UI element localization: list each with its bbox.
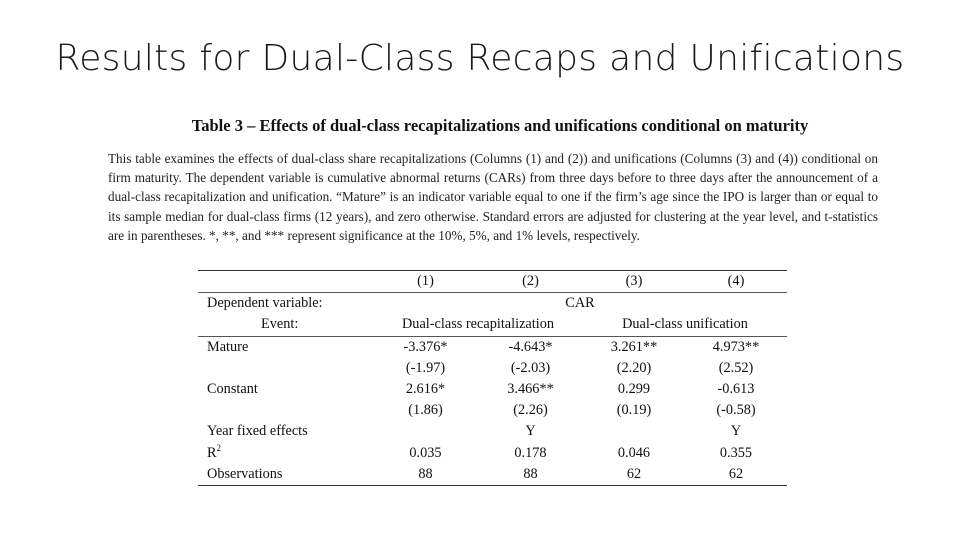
coefficient-cell: -3.376* — [373, 335, 478, 358]
table-caption: Table 3 – Effects of dual-class recapita… — [191, 116, 809, 135]
column-header: (2) — [478, 269, 583, 293]
table-description-text: This table examines the effects of dual-… — [108, 151, 878, 243]
stat-cell: 62 — [583, 463, 685, 487]
coefficient-cell: 0.299 — [617, 381, 651, 398]
column-header: (1) — [373, 269, 478, 293]
row-label: Observations — [198, 463, 373, 487]
coefficient-cell: 3.466** — [507, 381, 554, 398]
fe-cell — [583, 421, 685, 442]
coefficient-cell: 3.261** — [583, 335, 685, 358]
table-row-mature: Mature -3.376* -4.643* 3.261** 4.973** — [198, 335, 787, 358]
stat-cell: 0.178 — [514, 444, 547, 461]
row-label: Mature — [198, 335, 373, 358]
event-group-recap: Dual-class recapitalization — [401, 316, 555, 333]
dependent-variable-row: Dependent variable: CAR — [198, 292, 787, 315]
table-row-constant-tstat: (1.86) (2.26) (0.19) (-0.58) — [198, 400, 787, 421]
table-row-r2: R2 0.035 0.178 0.046 0.355 — [198, 443, 787, 464]
table-row-mature-tstat: (-1.97) (-2.03) (2.20) (2.52) — [198, 358, 787, 379]
stat-cell: 62 — [685, 463, 787, 487]
tstat-cell: (-2.03) — [510, 359, 551, 376]
event-row: Event: Dual-class recapitalization Dual-… — [198, 314, 787, 336]
table-description: This table examines the effects of dual-… — [108, 149, 878, 245]
tstat-cell: (1.86) — [408, 402, 443, 419]
results-table: (1) (2) (3) (4) Dependent variable: CAR … — [198, 269, 787, 487]
slide-title: Results for Dual-Class Recaps and Unific… — [55, 38, 905, 79]
event-label: Event: — [261, 316, 299, 333]
table-row-observations: Observations 88 88 62 62 — [198, 463, 787, 487]
tstat-cell: (2.26) — [513, 402, 548, 419]
fe-cell — [373, 421, 478, 442]
r2-superscript: 2 — [216, 442, 222, 453]
fe-cell: Y — [525, 423, 536, 440]
tstat-cell: (2.20) — [616, 359, 652, 376]
coefficient-cell: 4.973** — [685, 335, 787, 358]
stat-cell: 0.355 — [719, 444, 753, 461]
tstat-cell: (2.52) — [718, 359, 754, 376]
tstat-cell: (-0.58) — [716, 402, 756, 419]
coefficient-cell: -0.613 — [717, 381, 755, 398]
stat-cell: 88 — [478, 463, 583, 487]
column-header: (4) — [685, 269, 787, 293]
coefficient-cell: 2.616* — [405, 381, 446, 398]
dependent-variable-label: Dependent variable: — [198, 292, 373, 315]
column-number-row: (1) (2) (3) (4) — [198, 269, 787, 293]
event-group-unification: Dual-class unification — [622, 316, 748, 333]
dependent-variable-value: CAR — [373, 292, 787, 315]
tstat-cell: (0.19) — [616, 402, 652, 419]
fe-cell: Y — [730, 423, 742, 440]
row-label: R2 — [198, 443, 373, 464]
table-row-year-fe: Year fixed effects Y Y — [198, 421, 787, 442]
stat-cell: 0.046 — [617, 444, 651, 461]
table-row-constant: Constant 2.616* 3.466** 0.299 -0.613 — [198, 379, 787, 400]
stat-cell: 88 — [373, 463, 478, 487]
row-label: Constant — [207, 381, 258, 398]
column-header: (3) — [583, 269, 685, 293]
coefficient-cell: -4.643* — [478, 335, 583, 358]
row-label: Year fixed effects — [207, 423, 308, 440]
tstat-cell: (-1.97) — [405, 359, 446, 376]
stat-cell: 0.035 — [409, 444, 442, 461]
r2-label: R — [207, 444, 217, 461]
